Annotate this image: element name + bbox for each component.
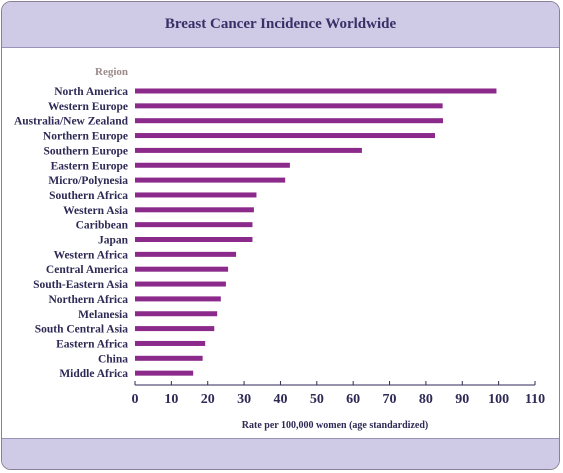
category-label: Western Africa [54, 249, 129, 261]
x-tick-label: 60 [346, 392, 360, 407]
x-tick-label: 80 [419, 392, 433, 407]
chart-title: Breast Cancer Incidence Worldwide [164, 16, 397, 32]
bar-western-asia [135, 207, 254, 213]
y-axis-label: Region [95, 66, 128, 78]
bar-central-america [135, 266, 229, 272]
bar-western-europe [135, 103, 443, 109]
bar-china [135, 355, 203, 361]
bar-south-central-asia [135, 326, 215, 332]
x-tick-label: 90 [455, 392, 469, 407]
category-label: Northern Europe [43, 131, 128, 143]
bar-middle-africa [135, 370, 194, 376]
bar-northern-africa [135, 296, 221, 302]
bar-melanesia [135, 311, 218, 317]
category-label: Melanesia [78, 309, 128, 321]
x-tick-label: 10 [164, 392, 178, 407]
bar-south-eastern-asia [135, 281, 226, 287]
category-label: Australia/New Zealand [14, 116, 129, 128]
x-tick-label: 100 [488, 392, 509, 407]
x-tick-label: 30 [237, 392, 251, 407]
bar-southern-africa [135, 192, 257, 198]
category-label: Eastern Europe [51, 160, 128, 172]
category-label: Middle Africa [59, 368, 128, 380]
category-label: South Central Asia [35, 324, 129, 336]
category-label: Southern Africa [49, 190, 128, 202]
category-label: Caribbean [76, 220, 129, 232]
bar-eastern-africa [135, 340, 206, 346]
chart-header: Breast Cancer Incidence Worldwide [2, 2, 559, 48]
category-label: North America [54, 86, 128, 98]
x-tick-label: 0 [132, 392, 139, 407]
category-label: Western Asia [63, 205, 128, 217]
bar-micro-polynesia [135, 177, 286, 183]
bar-japan [135, 237, 253, 242]
bar-southern-europe [135, 147, 362, 153]
bars-group [135, 88, 497, 376]
category-label: Western Europe [48, 101, 128, 113]
category-label: Southern Europe [44, 145, 128, 157]
bar-eastern-europe [135, 162, 290, 168]
category-label: Northern Africa [48, 294, 128, 306]
chart-footer [2, 438, 559, 469]
category-label: Eastern Africa [56, 338, 128, 350]
bar-northern-europe [135, 133, 435, 139]
bar-caribbean [135, 222, 253, 228]
category-label: Central America [46, 264, 128, 276]
bar-western-africa [135, 251, 237, 257]
category-label: South-Eastern Asia [33, 279, 128, 291]
bar-north-america [135, 88, 497, 94]
x-axis-ticks: 0 10 20 30 40 50 60 70 80 90 100 110 [132, 381, 545, 407]
x-tick-label: 110 [525, 392, 545, 407]
x-axis-label: Rate per 100,000 women (age standardized… [242, 420, 428, 431]
x-tick-label: 70 [383, 392, 397, 407]
x-tick-label: 20 [201, 392, 215, 407]
bar-australia-new-zealand [135, 118, 443, 124]
x-tick-label: 40 [273, 392, 287, 407]
category-label: Micro/Polynesia [48, 175, 128, 187]
category-labels: North America Western Europe Australia/New… [14, 86, 129, 380]
x-tick-label: 50 [310, 392, 324, 407]
category-label: Japan [98, 235, 129, 247]
category-label: China [98, 353, 128, 365]
